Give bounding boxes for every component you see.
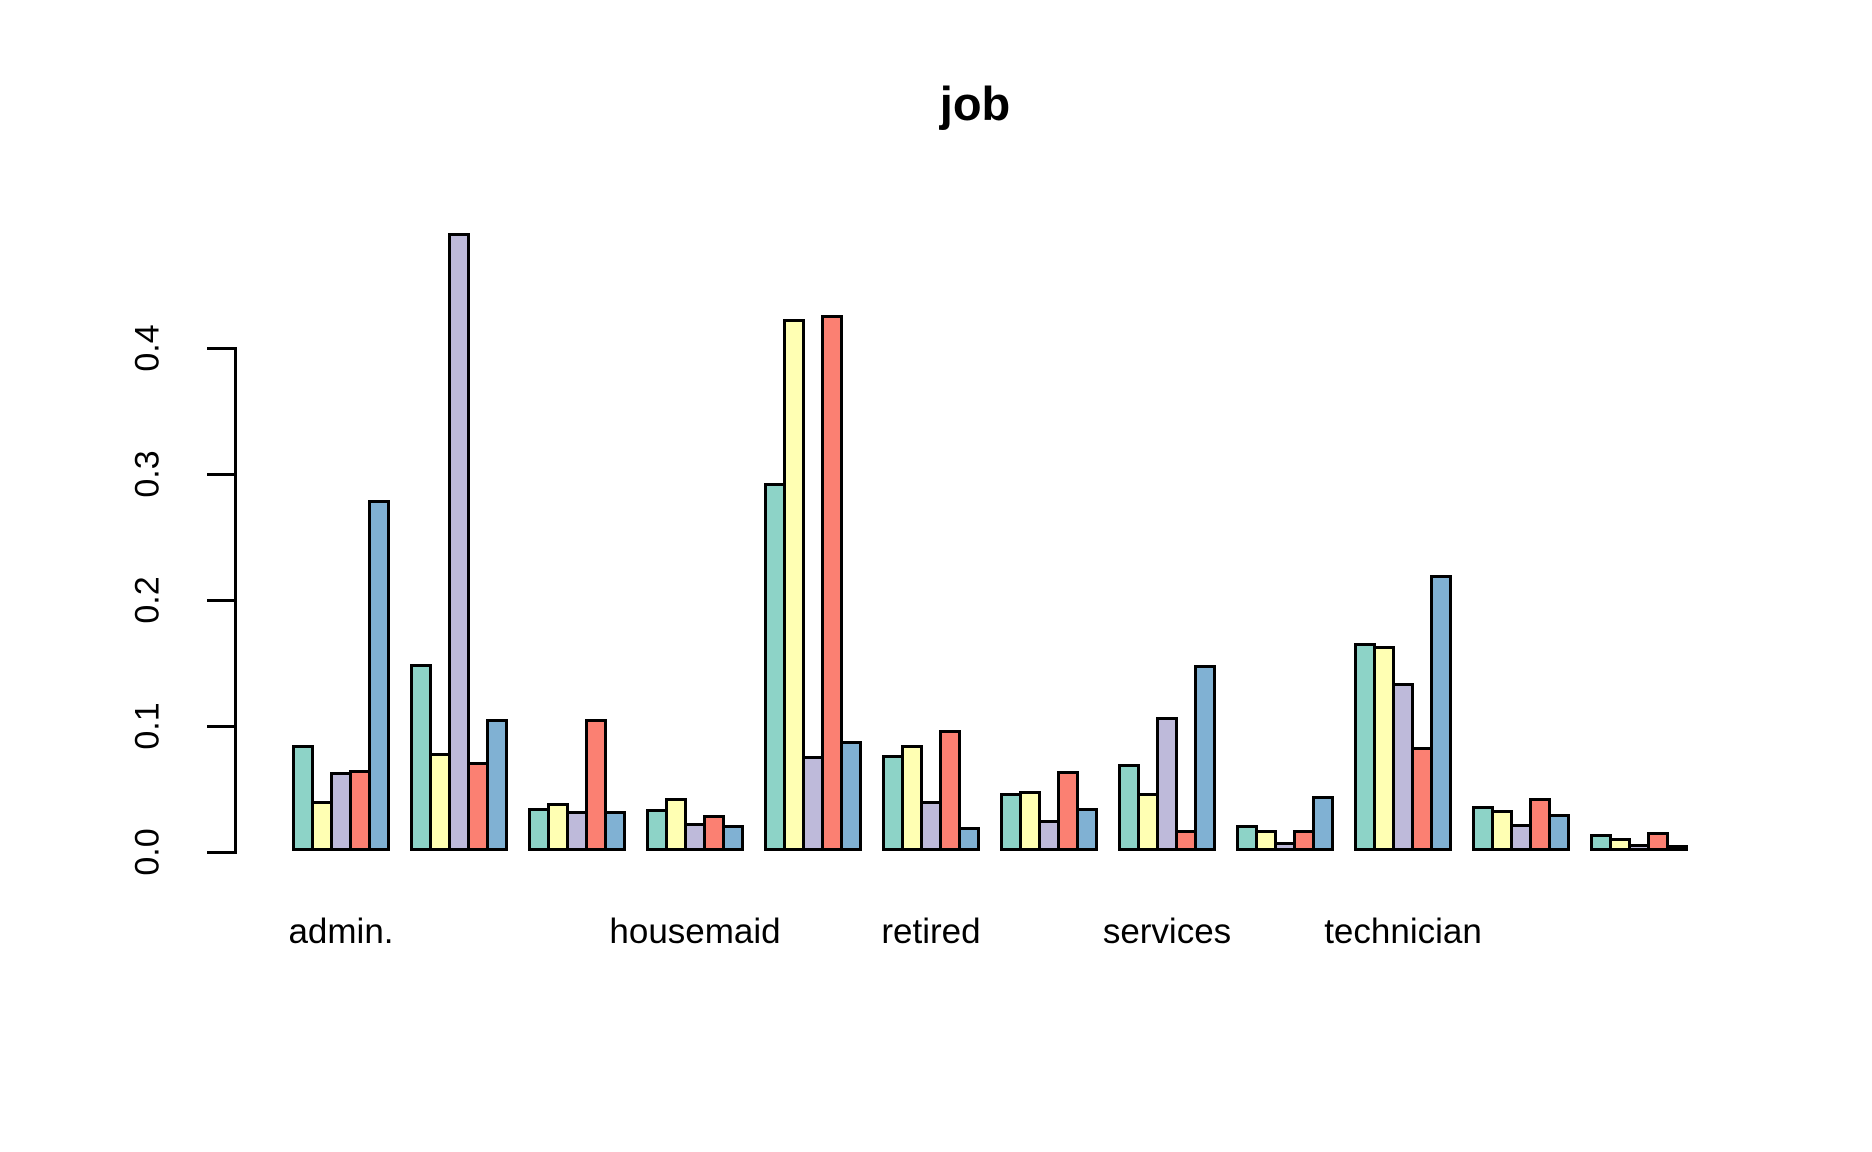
x-axis-label-admin: admin. — [288, 912, 394, 951]
y-tick-label: 0.4 — [128, 324, 167, 372]
y-tick-label: 0.3 — [128, 450, 167, 498]
bar-group2-series-3-purple — [448, 233, 470, 851]
bar-group4-series-5-blue — [722, 825, 744, 851]
y-axis-line — [234, 347, 237, 854]
y-tick-label: 0.2 — [128, 576, 167, 624]
bar-group9-series-5-blue — [1312, 796, 1334, 851]
y-tick-mark — [207, 347, 234, 350]
x-axis-label-services: services — [1102, 912, 1232, 951]
bar-group12-series-5-blue — [1666, 845, 1688, 851]
bar-group8-series-5-blue — [1194, 665, 1216, 851]
bar-group3-series-5-blue — [604, 811, 626, 851]
y-tick-label: 0.0 — [128, 828, 167, 876]
bar-group2-series-5-blue — [486, 719, 508, 851]
x-axis-label-retired: retired — [881, 912, 981, 951]
bar-group10-series-5-blue — [1430, 575, 1452, 851]
bar-group11-series-5-blue — [1548, 814, 1570, 851]
bar-group12-series-4-salmon — [1647, 832, 1669, 851]
bar-group6-series-2-yellow — [901, 745, 923, 851]
bar-group9-series-2-yellow — [1255, 830, 1277, 851]
y-tick-mark — [207, 599, 234, 602]
bar-group1-series-5-blue — [368, 500, 390, 851]
bar-group5-series-4-salmon — [821, 315, 843, 851]
bar-group8-series-3-purple — [1156, 717, 1178, 851]
y-tick-mark — [207, 473, 234, 476]
bar-group3-series-4-salmon — [585, 719, 607, 851]
bar-group5-series-5-blue — [840, 741, 862, 851]
y-tick-mark — [207, 725, 234, 728]
y-tick-label: 0.1 — [128, 702, 167, 750]
bar-group5-series-2-yellow — [783, 319, 805, 851]
bar-group6-series-5-blue — [958, 827, 980, 851]
x-axis-label-technician: technician — [1324, 912, 1482, 951]
y-tick-mark — [207, 851, 234, 854]
bar-group1-series-1-teal — [292, 745, 314, 851]
bar-group7-series-5-blue — [1076, 808, 1098, 851]
x-axis-label-housemaid: housemaid — [609, 912, 781, 951]
bar-group6-series-4-salmon — [939, 730, 961, 851]
chart-title: job — [939, 77, 1011, 130]
